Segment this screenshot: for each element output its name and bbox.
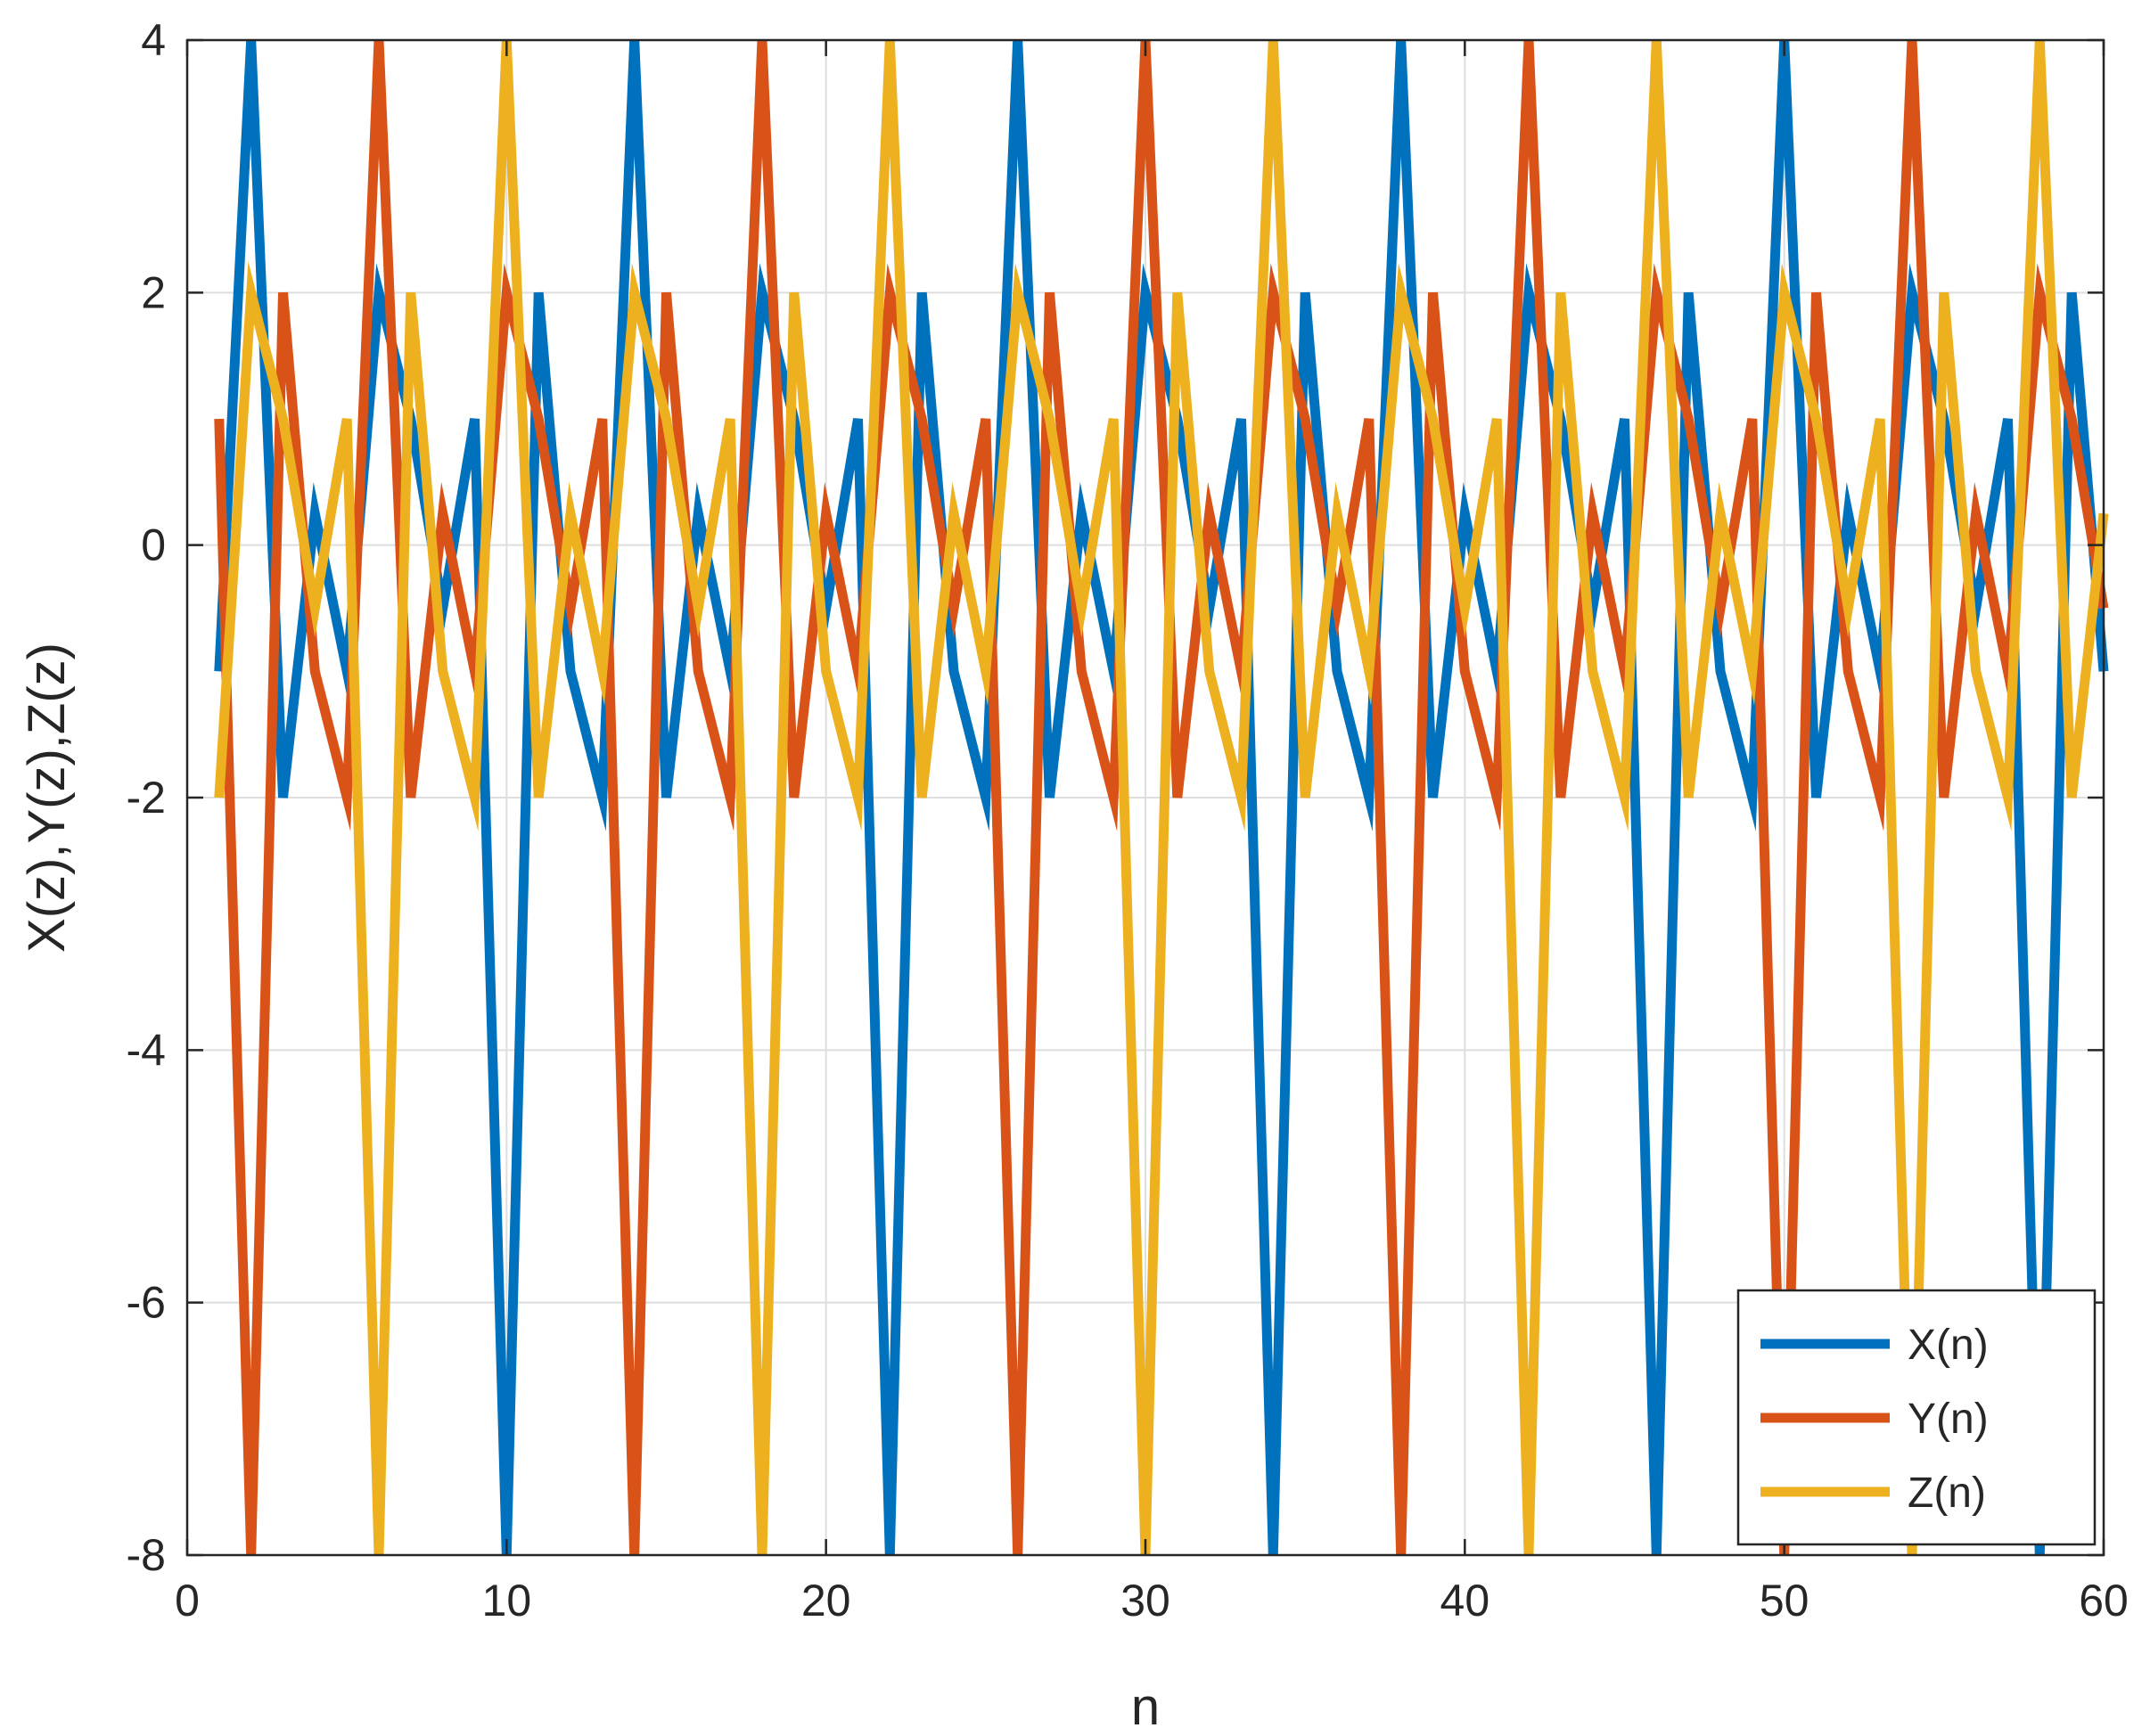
x-tick-label: 50 — [1760, 1576, 1809, 1625]
x-tick-label: 20 — [801, 1576, 851, 1625]
y-tick-label: -8 — [127, 1530, 166, 1580]
x-tick-label: 40 — [1440, 1576, 1490, 1625]
y-tick-label: 0 — [141, 520, 166, 570]
x-axis-label: n — [1131, 1678, 1160, 1736]
tick-labels: 0 10 20 30 40 50 60 -8 -6 -4 -2 0 2 4 — [127, 15, 2129, 1625]
x-tick-label: 60 — [2079, 1576, 2129, 1625]
legend: X(n) Y(n) Z(n) — [1736, 1289, 2097, 1546]
x-tick-label: 0 — [175, 1576, 200, 1625]
x-tick-label: 30 — [1120, 1576, 1170, 1625]
legend-label: Y(n) — [1908, 1396, 1989, 1443]
y-tick-label: -4 — [127, 1025, 166, 1075]
x-tick-label: 10 — [482, 1576, 532, 1625]
y-tick-label: -2 — [127, 773, 166, 823]
legend-label: Z(n) — [1908, 1470, 1986, 1517]
series-line-z-n — [214, 39, 2109, 1556]
y-tick-label: 4 — [141, 15, 166, 65]
legend-label: X(n) — [1908, 1322, 1989, 1369]
y-tick-label: 2 — [141, 267, 166, 317]
y-tick-label: -6 — [127, 1278, 166, 1328]
y-axis-label: X(z),Y(z),Z(z) — [18, 643, 76, 953]
